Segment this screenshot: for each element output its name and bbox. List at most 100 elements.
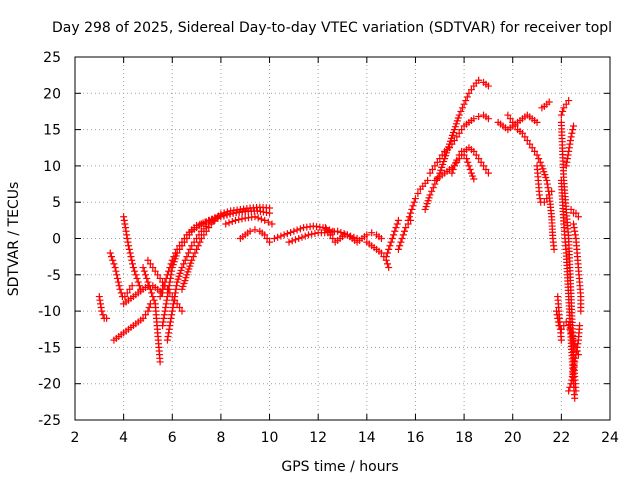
data-point [107,253,115,261]
data-point [572,209,580,217]
data-point [383,249,391,257]
data-point [484,82,492,90]
data-point [535,191,543,199]
data-point [121,293,129,301]
data-point [266,238,274,246]
data-point [559,107,567,115]
series-arc-05 [120,282,167,308]
data-point [131,267,139,275]
data-point [426,191,434,199]
data-point [142,271,150,279]
data-point [99,311,107,319]
data-point [143,274,151,282]
data-point [120,213,128,221]
data-point [235,216,243,224]
y-axis-title: SDTVAR / TECUs [6,182,22,297]
data-point [180,260,188,268]
data-point [564,151,572,159]
data-point [151,267,159,275]
data-point [193,245,201,253]
series-arc-06 [139,264,164,366]
data-point [569,126,577,134]
data-point [402,224,410,232]
series-arc-35 [567,205,582,221]
y-tick-label: -5 [47,268,61,284]
data-point [562,162,570,170]
data-point [570,362,578,370]
data-point [168,311,176,319]
data-point [411,195,419,203]
data-point [135,282,143,290]
x-tick-label: 8 [216,430,225,446]
data-point [368,229,376,237]
data-point [482,166,490,174]
x-tick-label: 24 [601,430,619,446]
data-point [321,224,329,232]
data-point [117,289,125,297]
data-point [125,242,132,250]
data-point [448,140,456,148]
data-point [363,231,371,239]
data-point [392,224,400,232]
data-point [202,227,210,235]
data-point [387,238,395,246]
data-point [414,189,422,197]
series-arc-29 [533,162,556,206]
data-point [557,336,565,344]
data-point [438,151,446,159]
data-point [283,230,291,238]
data-point [428,166,436,174]
data-point [450,136,458,144]
data-point [568,129,576,137]
data-point [397,238,405,246]
data-point [429,184,437,192]
data-point [562,100,570,108]
data-point [159,285,167,293]
data-point [455,129,463,137]
data-points [95,76,585,402]
data-point [428,187,436,195]
data-point [146,285,154,293]
data-point [188,256,196,264]
data-point [95,293,103,301]
data-point [301,232,309,240]
data-point [543,195,551,203]
data-point [208,215,216,223]
data-point [205,216,213,224]
data-point [557,111,565,119]
x-tick-label: 12 [309,430,327,446]
series-arc-38 [565,322,584,395]
data-point [570,122,578,130]
data-point [268,220,276,228]
data-point [139,264,147,272]
data-point [116,285,124,293]
data-point [477,158,485,166]
data-point [570,224,578,232]
data-point [126,285,134,293]
data-point [200,231,208,239]
data-point [146,260,154,268]
data-point [293,226,301,234]
data-point [96,296,104,304]
data-point [470,175,478,183]
series-arc-31 [557,97,573,119]
data-point [571,358,579,366]
data-point [526,140,534,148]
data-point [183,253,191,261]
data-point [565,147,573,155]
series-arc-14 [236,226,274,246]
data-point [470,147,478,155]
data-point [291,236,299,244]
data-point [159,318,167,326]
data-point [128,256,136,264]
data-point [455,111,463,119]
data-point [157,289,165,297]
data-point [123,235,131,242]
data-point [185,231,193,239]
data-point [446,144,453,152]
data-point [464,158,472,166]
data-point [543,176,551,184]
x-tick-label: 6 [168,430,177,446]
data-point [139,314,147,322]
